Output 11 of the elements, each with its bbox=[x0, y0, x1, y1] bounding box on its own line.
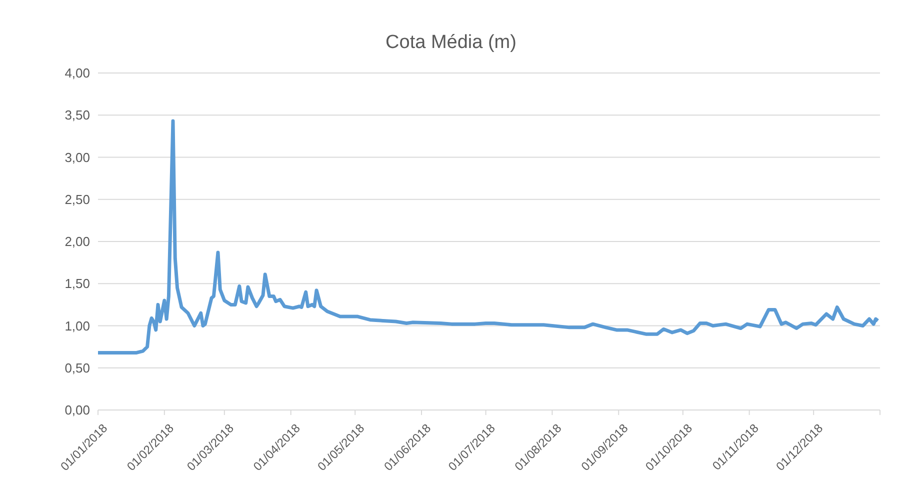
y-tick-label: 0,50 bbox=[64, 360, 90, 376]
y-tick-label: 3,00 bbox=[64, 150, 90, 165]
y-tick-label: 3,50 bbox=[64, 108, 90, 123]
line-series bbox=[98, 119, 880, 354]
chart-title: Cota Média (m) bbox=[384, 32, 518, 54]
y-tick-label: 2,50 bbox=[64, 192, 90, 207]
y-tick-label: 0,00 bbox=[64, 402, 90, 418]
y-tick-label: 2,00 bbox=[64, 234, 90, 250]
y-tick-label: 1,00 bbox=[64, 318, 90, 334]
y-tick-label: 1,50 bbox=[64, 276, 90, 292]
y-tick-label: 4,00 bbox=[64, 66, 90, 81]
